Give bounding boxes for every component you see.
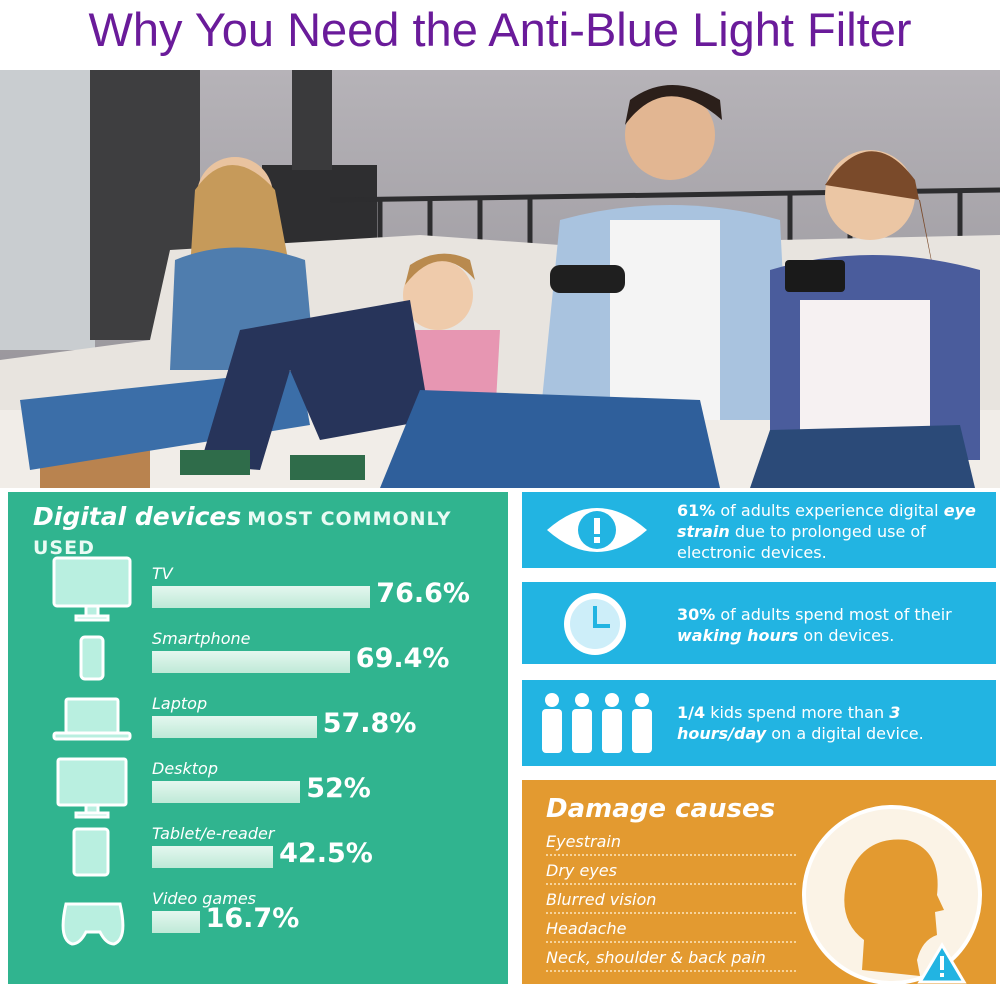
child-3 <box>750 150 980 488</box>
device-icons <box>52 556 132 946</box>
bar <box>152 716 317 738</box>
stat-emphasis: waking hours <box>677 626 799 645</box>
stat-figure: 30% <box>677 605 716 624</box>
bar-label: Laptop <box>152 694 208 713</box>
stat-emphasis: eye strain <box>677 501 976 541</box>
damage-item: Headache <box>546 919 796 943</box>
eye-icon <box>547 508 647 552</box>
value-label: 69.4% <box>355 643 450 674</box>
bar <box>152 586 371 608</box>
stat-emphasis: 3 hours/day <box>677 703 901 743</box>
bar-label: Video games <box>152 889 256 908</box>
child-2 <box>180 253 500 480</box>
bar-label: Desktop <box>152 759 218 778</box>
stat-card: 30% of adults spend most of their waking… <box>522 582 996 664</box>
stat-figure: 1/4 <box>677 703 706 722</box>
devices-heading: Digital devices MOST COMMONLY USED <box>33 502 508 560</box>
stat-text: 1/4 kids spend more than 3 hours/day on … <box>677 702 987 744</box>
subheading: MOST COMMONLY USED <box>33 508 452 559</box>
stat-text-part: of adults spend most of their <box>715 605 952 624</box>
people-icon <box>542 693 652 753</box>
value-label: 52% <box>306 773 371 804</box>
bar <box>152 651 350 673</box>
value-label: 57.8% <box>322 708 417 739</box>
value-label: 42.5% <box>279 838 373 869</box>
bar-label: Tablet/e-reader <box>152 824 275 843</box>
bar <box>152 846 274 868</box>
teen <box>380 85 790 488</box>
stat-card: 1/4 kids spend more than 3 hours/day on … <box>522 680 996 766</box>
damage-item: Blurred vision <box>546 890 796 914</box>
stat-text-part: on devices. <box>798 626 895 645</box>
page-title: Why You Need the Anti-Blue Light Filter <box>88 3 912 56</box>
stat-text-part: of adults experience digital <box>715 501 944 520</box>
clock-icon <box>564 593 626 655</box>
damage-item: Dry eyes <box>546 861 796 885</box>
stat-figure: 61% <box>677 501 716 520</box>
bar-label: TV <box>152 564 173 583</box>
stat-text-part: due to prolonged use of electronic devic… <box>677 522 926 562</box>
damage-item: Eyestrain <box>546 832 796 856</box>
head-icon <box>802 805 982 984</box>
photo <box>0 70 1000 488</box>
devices-panel: Digital devices MOST COMMONLY USED TV 76.6… <box>8 492 508 984</box>
heading: Digital devices <box>33 502 242 531</box>
stat-text-part: kids spend more than <box>705 703 890 722</box>
value-label: 76.6% <box>376 578 470 609</box>
value-label: 16.7% <box>205 903 300 934</box>
damage-item: Neck, shoulder & back pain <box>546 948 796 972</box>
damage-panel: Damage causes Eyestrain Dry eyes Blurred v… <box>522 780 996 984</box>
stat-card: 61% of adults experience digital eye str… <box>522 492 996 568</box>
bar <box>152 911 200 933</box>
bar-label: Smartphone <box>152 629 251 648</box>
stat-text-part: on a digital device. <box>766 724 924 743</box>
bar <box>152 781 301 803</box>
damage-title: Damage causes <box>546 794 776 824</box>
stat-text: 30% of adults spend most of their waking… <box>677 604 987 646</box>
stat-text: 61% of adults experience digital eye str… <box>677 500 987 563</box>
